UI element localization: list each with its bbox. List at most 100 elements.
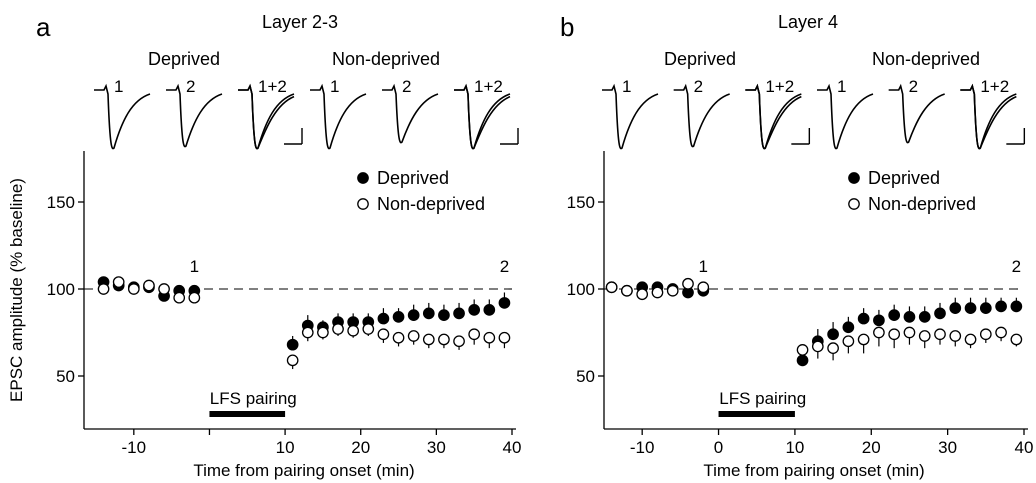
y-tick-label: 150 (567, 193, 595, 212)
x-tick-label: 20 (351, 438, 370, 457)
panel-title: Layer 2-3 (262, 12, 338, 32)
trace-label: 1 (114, 77, 123, 96)
point-deprived (438, 309, 450, 321)
point-deprived (964, 302, 977, 314)
point-deprived (468, 304, 481, 316)
point-non-deprived (949, 330, 962, 342)
x-tick-label: 10 (785, 438, 804, 457)
point-non-deprived (158, 283, 170, 295)
panel-b: b Layer 4 Deprived Non-deprived 1 2 1+2 1 2 1+2 50… (560, 12, 1033, 480)
point-non-deprived (811, 340, 824, 353)
point-deprived (842, 321, 855, 334)
point-non-deprived (332, 323, 344, 335)
x-tick-label: 40 (1015, 438, 1034, 457)
panel-letter: a (36, 12, 51, 42)
point-non-deprived (301, 326, 314, 339)
point-non-deprived (888, 328, 901, 341)
scale-bar (284, 128, 303, 145)
lfs-pairing-bar (718, 411, 795, 417)
x-tick-label: 20 (862, 438, 881, 457)
legend-marker-deprived (848, 172, 860, 184)
point-deprived (483, 304, 496, 316)
epsc-trace (817, 83, 874, 150)
point-deprived (918, 310, 931, 323)
point-non-deprived (286, 354, 299, 367)
point-non-deprived (621, 284, 633, 297)
point-deprived (827, 328, 839, 341)
x-tick-label: 40 (503, 438, 522, 457)
timepoint-marker: 2 (500, 257, 509, 276)
point-non-deprived (636, 288, 649, 301)
trace-group-label: Deprived (664, 49, 736, 69)
epsc-trace (673, 83, 730, 148)
point-non-deprived (498, 331, 511, 344)
point-non-deprived (112, 276, 125, 288)
point-deprived (873, 314, 885, 327)
epsc-trace (238, 83, 295, 150)
lfs-pairing-label: LFS pairing (210, 389, 297, 408)
point-deprived (407, 309, 420, 321)
trace-label: 1+2 (765, 77, 794, 96)
trace-group-label: Non-deprived (872, 49, 980, 69)
epsc-trace (94, 83, 151, 150)
trace-group-label: Deprived (148, 49, 220, 69)
epsc-traces: 1 2 1+2 1 2 1+2 (94, 77, 519, 150)
scale-bar (1006, 128, 1026, 145)
point-non-deprived (188, 291, 201, 304)
lfs-pairing-bar (209, 411, 286, 417)
point-non-deprived (127, 283, 140, 295)
epsc-traces: 1 2 1+2 1 2 1+2 (602, 77, 1026, 150)
panel-letter: b (560, 12, 574, 42)
point-non-deprived (682, 277, 694, 290)
point-non-deprived (605, 281, 618, 294)
x-tick-label: 0 (714, 438, 723, 457)
legend-label: Deprived (868, 168, 940, 188)
point-non-deprived (173, 291, 186, 304)
y-tick-label: 50 (576, 367, 595, 386)
legend-marker-deprived (357, 172, 369, 184)
point-non-deprived (995, 326, 1007, 339)
point-non-deprived (377, 328, 390, 341)
y-tick-label: 100 (567, 280, 595, 299)
point-deprived (377, 312, 390, 325)
epsc-trace (888, 83, 945, 144)
point-non-deprived (827, 342, 839, 355)
point-deprived (286, 338, 299, 351)
point-deprived (979, 302, 992, 314)
epsc-trace (166, 83, 223, 148)
point-non-deprived (347, 324, 360, 337)
series-non-deprived (97, 276, 511, 370)
x-tick-label: 30 (938, 438, 957, 457)
x-tick-label: -10 (122, 438, 147, 457)
series-non-deprived (605, 277, 1023, 361)
legend-marker-non-deprived (848, 198, 860, 210)
trace-label: 2 (402, 77, 411, 96)
legend: Deprived Non-deprived (848, 168, 976, 214)
point-non-deprived (964, 333, 977, 346)
legend-label: Non-deprived (868, 194, 976, 214)
y-tick-label: 100 (47, 280, 75, 299)
timepoint-marker: 1 (699, 257, 708, 276)
legend-label: Deprived (377, 168, 449, 188)
point-non-deprived (407, 330, 420, 342)
x-tick-label: -10 (630, 438, 655, 457)
epsc-trace (602, 83, 659, 150)
point-deprived (453, 307, 465, 320)
x-axis-label: Time from pairing onset (min) (703, 461, 924, 480)
point-deprived (903, 310, 916, 323)
point-non-deprived (362, 323, 375, 335)
point-deprived (392, 310, 405, 323)
y-tick-label: 50 (56, 367, 75, 386)
timepoint-marker: 2 (1012, 257, 1021, 276)
y-axis-label: EPSC amplitude (% baseline) (7, 178, 26, 402)
point-deprived (498, 297, 511, 309)
point-deprived (995, 300, 1007, 313)
point-non-deprived (468, 328, 481, 341)
scale-bar (500, 128, 519, 145)
x-axis-label: Time from pairing onset (min) (193, 461, 414, 480)
trace-label: 1+2 (980, 77, 1009, 96)
point-non-deprived (143, 279, 155, 292)
epsc-trace (310, 83, 367, 150)
panel-title: Layer 4 (778, 12, 838, 32)
